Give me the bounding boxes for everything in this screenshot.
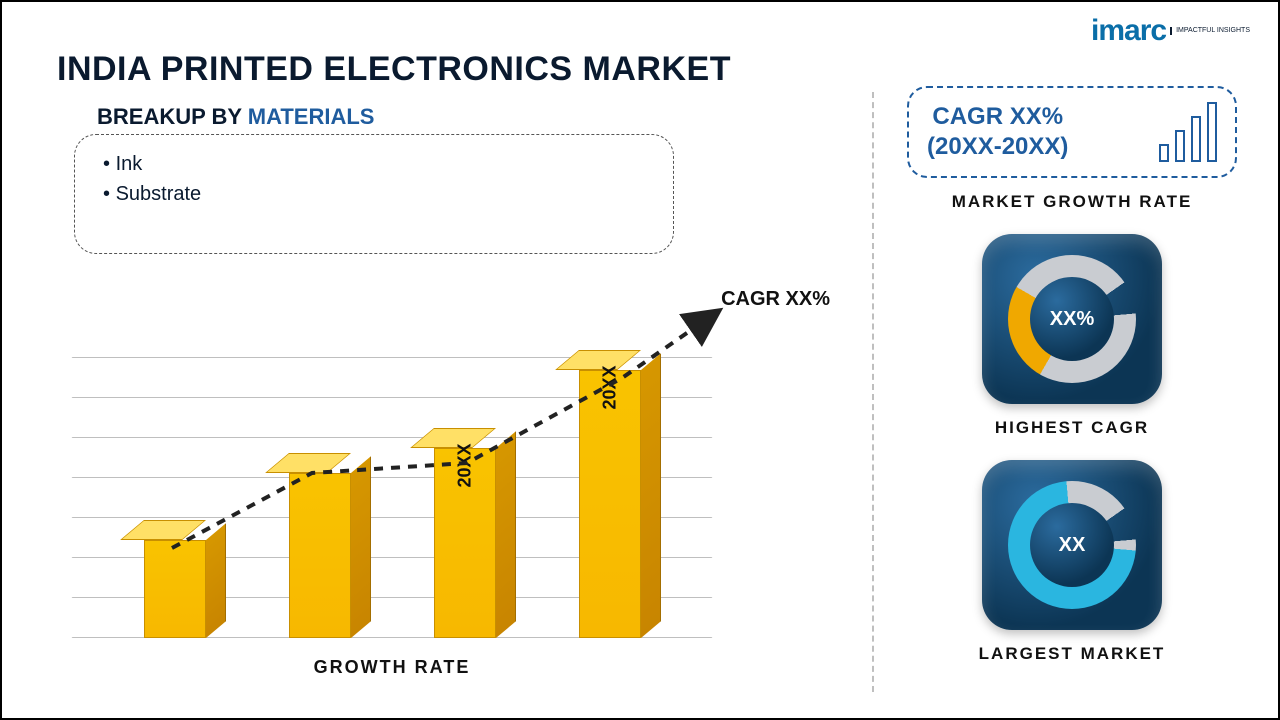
x-axis-label: GROWTH RATE bbox=[72, 657, 712, 678]
logo-text: imarc bbox=[1091, 14, 1166, 48]
vertical-divider bbox=[872, 92, 874, 692]
largest-market-card: XX bbox=[982, 460, 1162, 630]
logo-tagline: IMPACTFUL INSIGHTS bbox=[1170, 27, 1250, 35]
growth-rate-label: MARKET GROWTH RATE bbox=[907, 192, 1237, 212]
materials-box: • Ink • Substrate bbox=[74, 134, 674, 254]
material-item: • Substrate bbox=[103, 179, 645, 209]
donut-largest-market: XX bbox=[1008, 481, 1136, 609]
highest-cagr-card: XX% bbox=[982, 234, 1162, 404]
growth-chart: 20XX20XX CAGR XX% GROWTH RATE bbox=[72, 298, 712, 678]
trend-line bbox=[72, 298, 712, 678]
breakup-prefix: BREAKUP BY bbox=[97, 104, 248, 129]
breakup-highlight: MATERIALS bbox=[248, 104, 375, 129]
cagr-summary-box: CAGR XX% (20XX-20XX) bbox=[907, 86, 1237, 178]
breakup-heading: BREAKUP BY MATERIALS bbox=[97, 104, 374, 130]
largest-market-label: LARGEST MARKET bbox=[907, 644, 1237, 664]
brand-logo: imarc IMPACTFUL INSIGHTS bbox=[1091, 14, 1250, 48]
material-item: • Ink bbox=[103, 149, 645, 179]
highest-cagr-label: HIGHEST CAGR bbox=[907, 418, 1237, 438]
page-title: INDIA PRINTED ELECTRONICS MARKET bbox=[57, 50, 731, 89]
donut-value: XX bbox=[1030, 503, 1114, 587]
right-column: CAGR XX% (20XX-20XX) MARKET GROWTH RATE … bbox=[907, 86, 1237, 664]
donut-value: XX% bbox=[1030, 277, 1114, 361]
trend-label: CAGR XX% bbox=[721, 288, 830, 311]
mini-bars-icon bbox=[1159, 102, 1217, 162]
donut-highest-cagr: XX% bbox=[1008, 255, 1136, 383]
cagr-text: CAGR XX% (20XX-20XX) bbox=[927, 102, 1068, 162]
